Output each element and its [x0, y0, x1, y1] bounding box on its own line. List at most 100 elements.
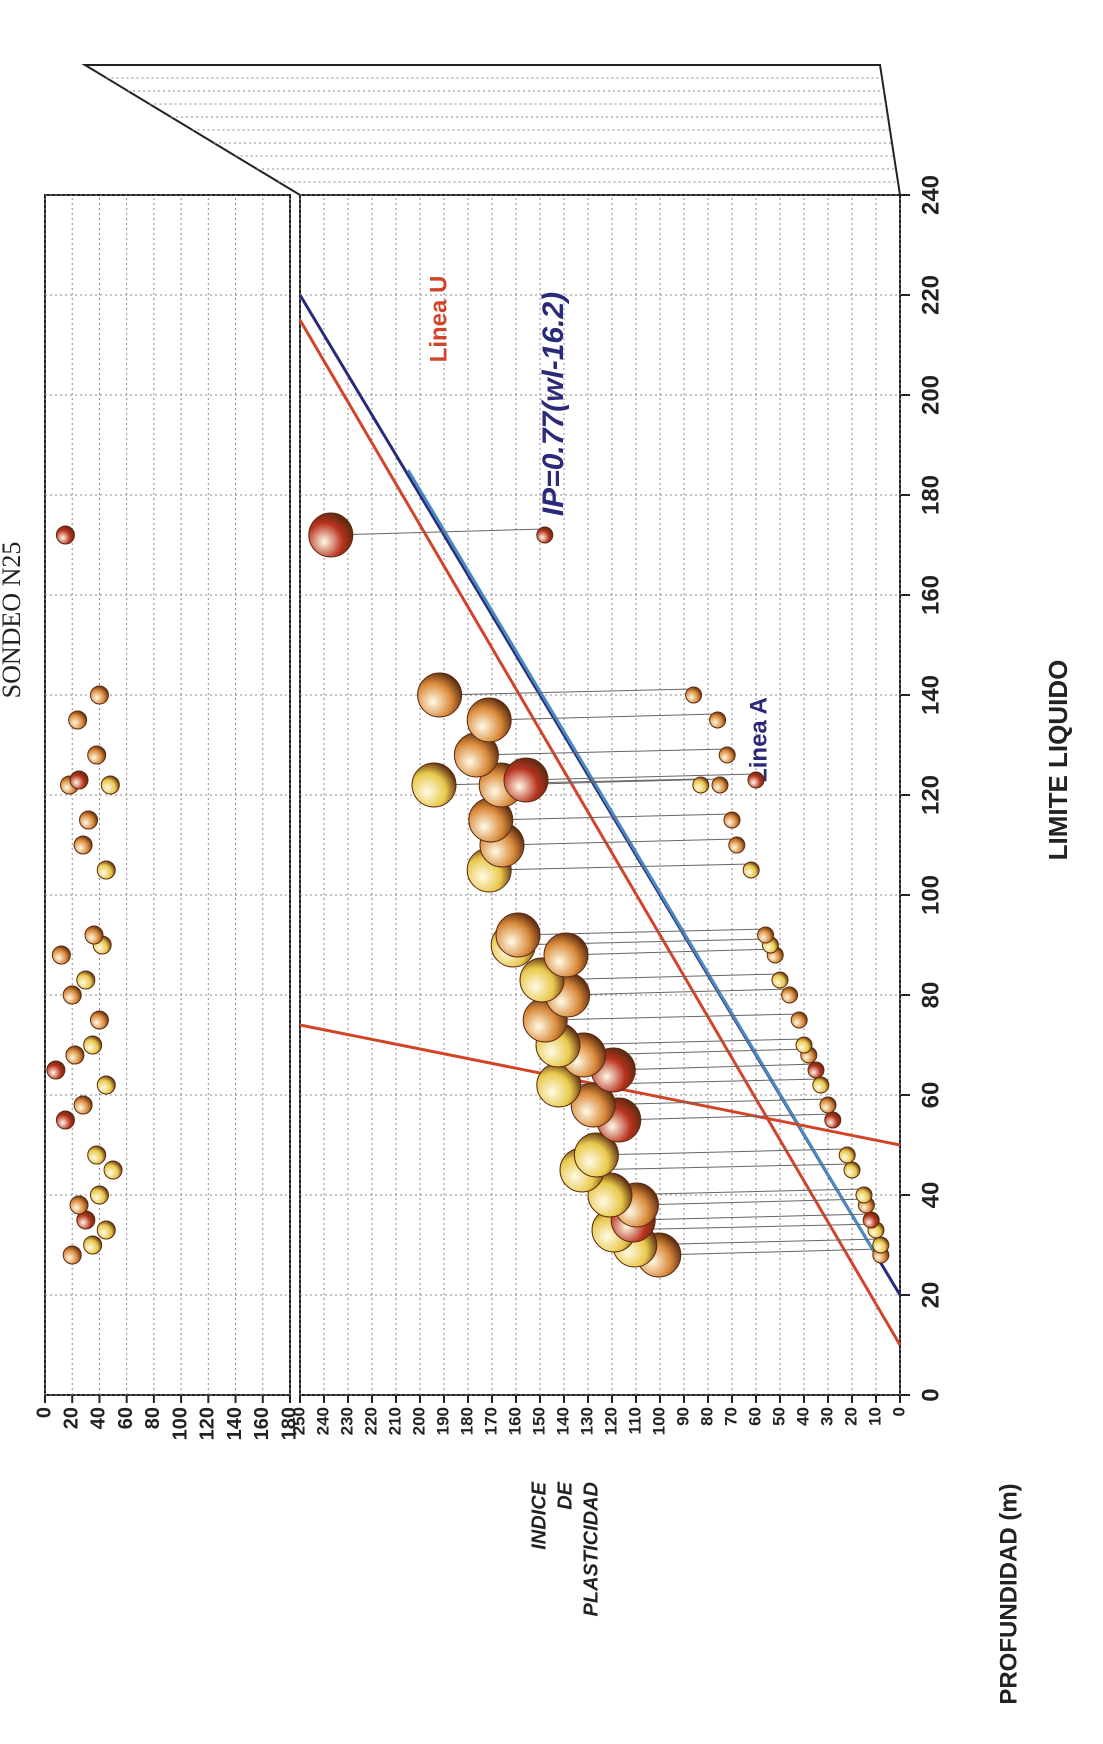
depth-point [88, 1146, 106, 1164]
floor-point [863, 1212, 879, 1228]
depth-point [88, 746, 106, 764]
depth-point [56, 1111, 74, 1129]
sphere-point [418, 673, 462, 717]
z-axis-title: PROFUNDIDAD (m) [995, 1483, 1022, 1704]
x-tick-label: 100 [917, 875, 944, 915]
x-tick-label: 120 [917, 775, 944, 815]
floor-point [839, 1147, 855, 1163]
y-tick-label: 170 [481, 1407, 500, 1435]
x-axis-title: LIMITE LIQUIDO [1043, 660, 1073, 861]
floor-point [748, 772, 764, 788]
y-tick-label: 90 [673, 1407, 692, 1426]
depth-point [101, 776, 119, 794]
floor-point [856, 1187, 872, 1203]
y-tick-label: 80 [697, 1407, 716, 1426]
y-tick-label: 150 [529, 1407, 548, 1435]
line-label: Linea A [745, 697, 772, 783]
floor-point [844, 1162, 860, 1178]
floor-point [743, 862, 759, 878]
y-tick-label: 50 [769, 1407, 788, 1426]
y-tick-label: 180 [457, 1407, 476, 1435]
line-label: Linea U [425, 276, 452, 363]
floor-point [820, 1097, 836, 1113]
floor-point [825, 1112, 841, 1128]
depth-point [74, 836, 92, 854]
x-tick-label: 0 [917, 1388, 944, 1401]
depth-point [90, 1186, 108, 1204]
y-tick-label: 20 [841, 1407, 860, 1426]
y-axis-title: INDICE [528, 1481, 550, 1549]
x-tick-label: 240 [917, 175, 944, 215]
floor-point [796, 1037, 812, 1053]
y-axis-title: DE [554, 1481, 576, 1509]
sphere-point [467, 698, 511, 742]
y-tick-label: 240 [313, 1407, 332, 1435]
depth-point [104, 1161, 122, 1179]
y-tick-label: 190 [433, 1407, 452, 1435]
depth-point [84, 1236, 102, 1254]
y-tick-label: 10 [865, 1407, 884, 1426]
floor-point [808, 1062, 824, 1078]
y-tick-label: 200 [409, 1407, 428, 1435]
depth-point [90, 1011, 108, 1029]
depth-point [52, 946, 70, 964]
z-tick-label: 40 [88, 1407, 110, 1429]
depth-point [97, 861, 115, 879]
y-tick-label: 60 [745, 1407, 764, 1426]
floor-point [791, 1012, 807, 1028]
depth-point [63, 986, 81, 1004]
depth-point [97, 1221, 115, 1239]
chart-title: SONDEO N25 [0, 542, 26, 699]
sphere-point [412, 763, 456, 807]
y-tick-label: 100 [649, 1407, 668, 1435]
sphere-point [309, 513, 353, 557]
floor-point [813, 1077, 829, 1093]
x-tick-label: 40 [917, 1182, 944, 1209]
depth-point [66, 1046, 84, 1064]
z-tick-label: 80 [142, 1407, 164, 1429]
sphere-point [544, 933, 588, 977]
y-tick-label: 30 [817, 1407, 836, 1426]
x-tick-label: 140 [917, 675, 944, 715]
x-tick-label: 180 [917, 475, 944, 515]
x-tick-label: 20 [917, 1282, 944, 1309]
y-axis-title: PLASTICIDAD [580, 1482, 602, 1616]
floor-point [712, 777, 728, 793]
y-tick-label: 130 [577, 1407, 596, 1435]
z-tick-label: 140 [224, 1407, 246, 1440]
depth-point [47, 1061, 65, 1079]
depth-point [80, 811, 98, 829]
rotated-plot: 0204060801001201401601802002202400102030… [0, 65, 1073, 1705]
x-tick-label: 60 [917, 1082, 944, 1109]
y-tick-label: 140 [553, 1407, 572, 1435]
sphere-point [496, 913, 540, 957]
x-tick-label: 160 [917, 575, 944, 615]
z-tick-label: 180 [278, 1407, 300, 1440]
x-tick-label: 80 [917, 982, 944, 1009]
floor-point [719, 747, 735, 763]
floor-point [729, 837, 745, 853]
floor-point [782, 987, 798, 1003]
y-tick-label: 230 [337, 1407, 356, 1435]
z-tick-label: 20 [61, 1407, 83, 1429]
depth-point [77, 971, 95, 989]
floor-point [873, 1237, 889, 1253]
y-tick-label: 40 [793, 1407, 812, 1426]
z-tick-label: 100 [169, 1407, 191, 1440]
chart: 0204060801001201401601802002202400102030… [0, 0, 1103, 1744]
floor-point [686, 687, 702, 703]
depth-point [69, 711, 87, 729]
depth-point [90, 686, 108, 704]
floor-point [710, 712, 726, 728]
depth-point [85, 926, 103, 944]
floor-point [758, 927, 774, 943]
y-tick-label: 110 [625, 1407, 644, 1434]
floor-point [724, 812, 740, 828]
z-tick-label: 0 [33, 1407, 55, 1418]
depth-point [74, 1096, 92, 1114]
floor-point [772, 972, 788, 988]
y-tick-label: 70 [721, 1407, 740, 1426]
depth-point [70, 771, 88, 789]
y-tick-label: 120 [601, 1407, 620, 1435]
depth-point [84, 1036, 102, 1054]
